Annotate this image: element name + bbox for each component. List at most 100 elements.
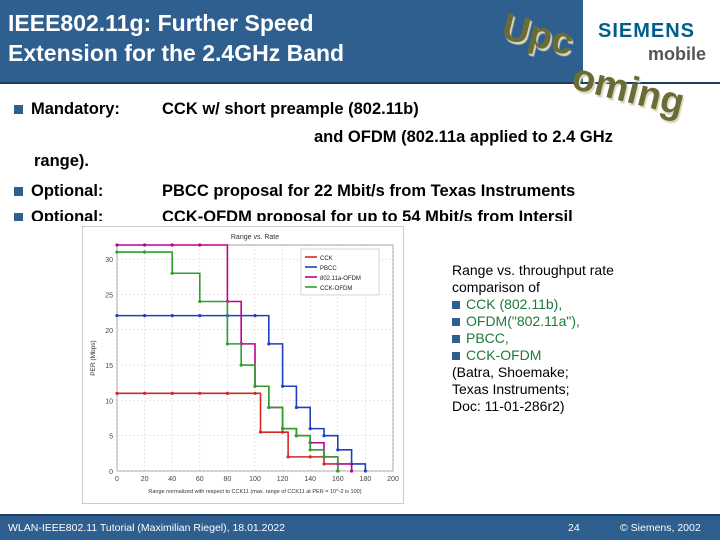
bullet-square-icon bbox=[452, 301, 460, 310]
data-point bbox=[170, 391, 174, 395]
caption-line: comparison of bbox=[452, 279, 540, 295]
slide-footer: WLAN-IEEE802.11 Tutorial (Maximilian Rie… bbox=[0, 514, 720, 540]
caption-item-label: CCK-OFDM bbox=[466, 347, 542, 363]
caption-item-cck-ofdm: CCK-OFDM bbox=[452, 347, 712, 364]
x-tick-label: 100 bbox=[249, 476, 261, 483]
data-point bbox=[198, 243, 202, 247]
title-band: IEEE802.11g: Further Speed Extension for… bbox=[0, 0, 583, 82]
x-tick-label: 120 bbox=[277, 476, 289, 483]
x-tick-label: 40 bbox=[168, 476, 176, 483]
caption-reference: Doc: 11-01-286r2) bbox=[452, 398, 565, 414]
caption-item-ofdm: OFDM("802.11a"), bbox=[452, 313, 712, 330]
data-point bbox=[170, 271, 174, 275]
bullet-square-icon bbox=[452, 335, 460, 344]
data-point bbox=[267, 405, 271, 410]
title-line-1: IEEE802.11g: Further Speed bbox=[8, 10, 314, 36]
data-point bbox=[308, 448, 312, 452]
data-point bbox=[115, 391, 119, 395]
bullet-text: CCK-OFDM proposal for up to 54 Mbit/s fr… bbox=[162, 208, 573, 226]
y-tick-label: 5 bbox=[109, 434, 113, 441]
data-point bbox=[170, 243, 174, 247]
x-axis-label: Range normalized with respect to CCK11 (… bbox=[148, 489, 361, 495]
data-point bbox=[286, 455, 290, 459]
bullet-optional: Optional: bbox=[14, 208, 104, 226]
data-point bbox=[198, 314, 202, 318]
series-line-pbcc bbox=[117, 314, 367, 471]
series-line-cck-ofdm bbox=[117, 251, 339, 471]
y-tick-label: 20 bbox=[105, 328, 113, 335]
chart-caption: Range vs. throughput rate comparison of … bbox=[452, 262, 712, 415]
header-divider bbox=[0, 82, 720, 84]
bullet-square-icon bbox=[452, 352, 460, 361]
data-point bbox=[258, 430, 263, 434]
siemens-logo: SIEMENS bbox=[598, 20, 696, 42]
y-tick-label: 10 bbox=[105, 398, 113, 405]
caption-item-pbcc: PBCC, bbox=[452, 330, 712, 347]
caption-item-label: OFDM("802.11a"), bbox=[466, 313, 580, 329]
caption-item-label: PBCC, bbox=[466, 330, 509, 346]
x-tick-label: 80 bbox=[224, 476, 232, 483]
data-point bbox=[115, 314, 119, 318]
data-point bbox=[322, 462, 326, 466]
data-point bbox=[336, 448, 340, 452]
data-point bbox=[281, 427, 285, 431]
bullet-square-icon bbox=[14, 105, 23, 115]
chart-title: Range vs. Rate bbox=[231, 234, 279, 241]
x-tick-label: 0 bbox=[115, 476, 119, 483]
bullet-optional: Optional: bbox=[14, 182, 103, 201]
x-tick-label: 20 bbox=[141, 476, 149, 483]
x-tick-label: 180 bbox=[360, 476, 372, 483]
data-point bbox=[294, 405, 298, 410]
bullet-label: Optional: bbox=[31, 182, 104, 200]
bullet-square-icon bbox=[452, 318, 460, 327]
copyright: © Siemens, 2002 bbox=[620, 522, 701, 534]
slide-title: IEEE802.11g: Further Speed Extension for… bbox=[8, 8, 428, 68]
legend-entry: 802.11a-OFDM bbox=[320, 276, 361, 282]
bullet-label: Mandatory: bbox=[31, 100, 120, 118]
upcoming-part-2: oming bbox=[567, 56, 689, 125]
data-point bbox=[363, 469, 367, 473]
title-line-2: Extension for the 2.4GHz Band bbox=[8, 40, 345, 66]
series-line-cck bbox=[117, 392, 339, 471]
caption-line: Range vs. throughput rate bbox=[452, 262, 614, 278]
data-point bbox=[253, 314, 257, 318]
data-point bbox=[281, 384, 285, 388]
data-point bbox=[308, 455, 312, 459]
data-point bbox=[322, 455, 326, 459]
data-point bbox=[225, 391, 229, 395]
x-tick-label: 60 bbox=[196, 476, 204, 483]
x-tick-label: 160 bbox=[332, 476, 344, 483]
data-point bbox=[336, 469, 340, 473]
bullet-square-icon bbox=[14, 213, 23, 221]
y-tick-label: 25 bbox=[105, 292, 113, 299]
data-point bbox=[225, 342, 229, 346]
data-point bbox=[198, 391, 202, 395]
data-point bbox=[253, 384, 257, 388]
bullet-label: Optional: bbox=[31, 208, 104, 226]
bullet-text: PBCC proposal for 22 Mbit/s from Texas I… bbox=[162, 182, 576, 200]
legend-entry: CCK-OFDM bbox=[320, 286, 352, 292]
range-vs-rate-chart: 0 5 10 15 20 25 30 0 20 40 60 80 100 120 140 160 180 200 R… bbox=[82, 226, 404, 504]
caption-item-cck: CCK (802.11b), bbox=[452, 296, 712, 313]
data-point bbox=[294, 434, 298, 438]
data-point bbox=[170, 314, 174, 318]
data-point bbox=[239, 363, 243, 367]
footer-divider bbox=[0, 514, 720, 516]
data-point bbox=[143, 250, 147, 254]
data-point bbox=[281, 430, 285, 434]
y-tick-label: 15 bbox=[105, 363, 113, 370]
caption-item-label: CCK (802.11b), bbox=[466, 296, 563, 312]
data-point bbox=[198, 299, 202, 304]
data-point bbox=[253, 391, 257, 395]
bullet-square-icon bbox=[14, 187, 23, 197]
page-number: 24 bbox=[568, 522, 580, 534]
data-point bbox=[267, 342, 271, 346]
bullet-mandatory: Mandatory: bbox=[14, 100, 120, 119]
legend-entry: CCK bbox=[320, 256, 333, 262]
data-point bbox=[115, 250, 119, 254]
caption-reference: Texas Instruments; bbox=[452, 381, 570, 397]
bullet-text: CCK w/ short preample (802.11b) bbox=[162, 100, 419, 118]
footer-source: WLAN-IEEE802.11 Tutorial (Maximilian Rie… bbox=[8, 522, 286, 534]
data-point bbox=[308, 427, 312, 431]
chart-svg: 0 5 10 15 20 25 30 0 20 40 60 80 100 120 140 160 180 200 R… bbox=[90, 234, 399, 495]
